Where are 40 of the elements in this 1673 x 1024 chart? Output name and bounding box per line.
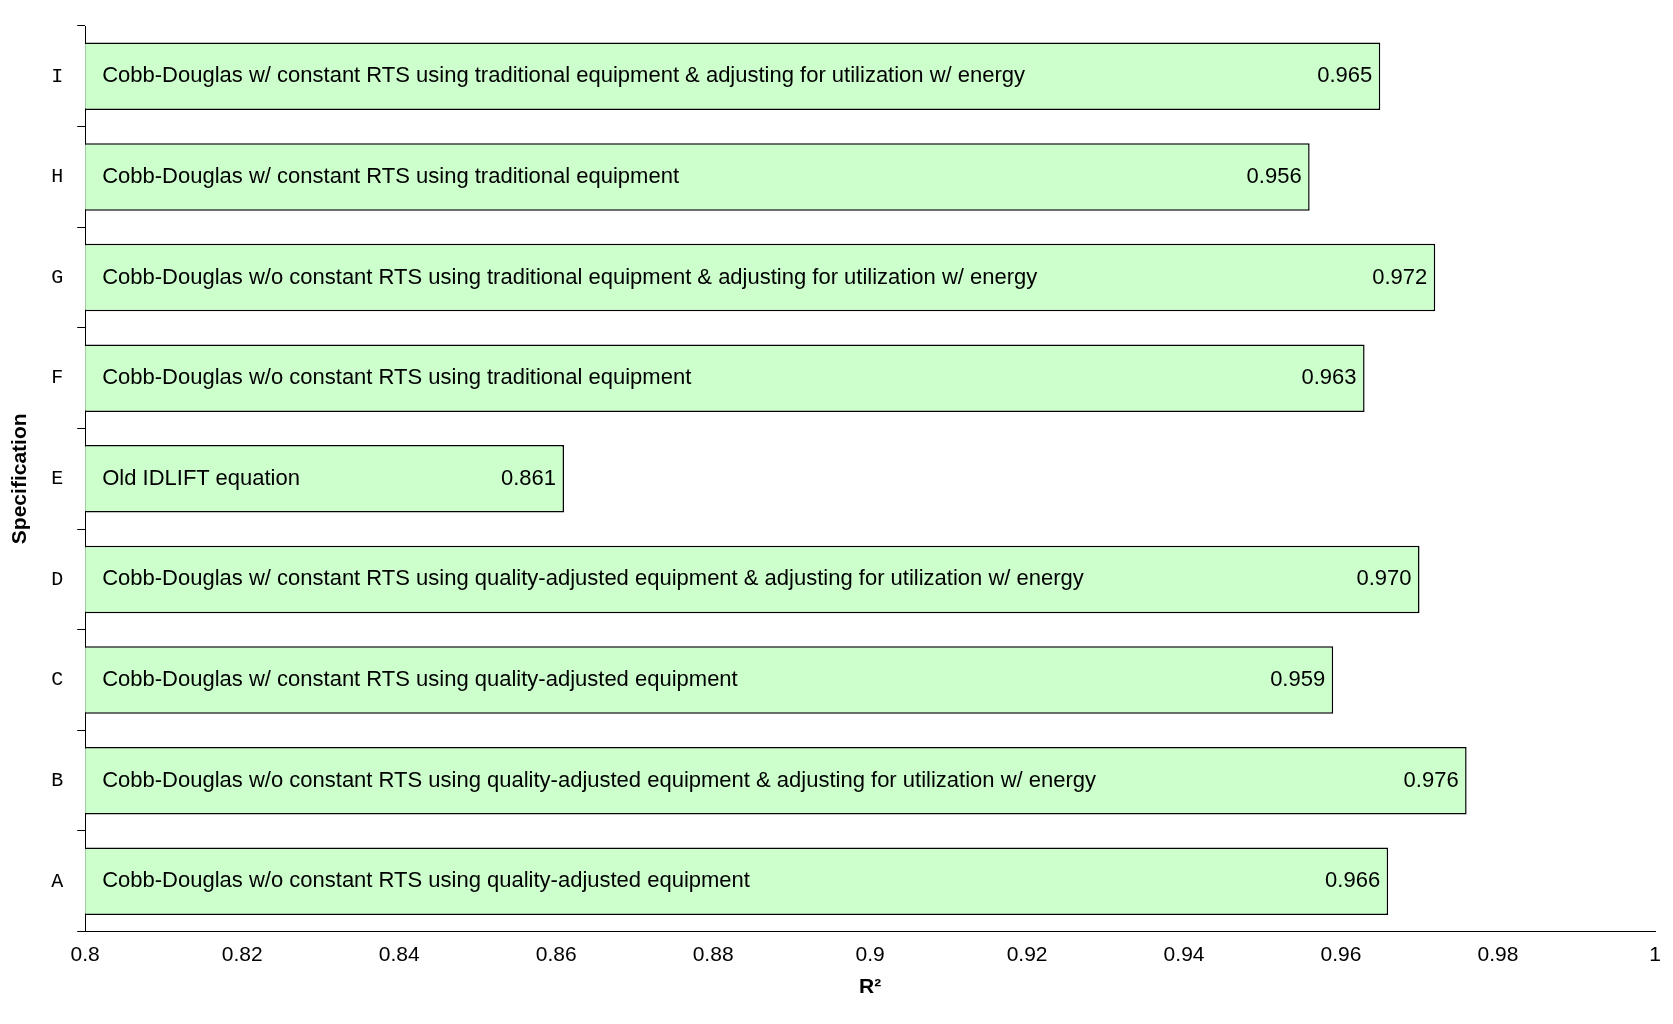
data-label: 0.966 xyxy=(1325,867,1381,893)
annotation: Cobb-Douglas w/ constant RTS using quality-adjusted equipment xyxy=(102,666,738,692)
y-tick-label: A xyxy=(51,869,64,893)
x-tick-label: 0.92 xyxy=(1006,942,1048,965)
y-tick-label: D xyxy=(51,567,64,591)
data-label: 0.956 xyxy=(1246,163,1302,188)
data-label: 0.965 xyxy=(1317,62,1373,88)
annotation: Cobb-Douglas w/ constant RTS using quality-adjusted equipment & adjusting for utilization w/ energy xyxy=(102,565,1084,591)
y-tick-label: I xyxy=(51,64,64,88)
annotation: Cobb-Douglas w/o constant RTS using traditional equipment & adjusting for utilization w/ energy xyxy=(102,263,1038,289)
annotation: Cobb-Douglas w/ constant RTS using traditional equipment xyxy=(102,163,680,188)
x-axis-title: R² xyxy=(859,974,882,998)
x-tick-label: 0.8 xyxy=(70,942,100,965)
x-tick-label: 0.96 xyxy=(1320,942,1362,965)
annotation: Cobb-Douglas w/o constant RTS using traditional equipment xyxy=(102,364,692,390)
annotation: Cobb-Douglas w/ constant RTS using traditional equipment & adjusting for utilization w/ energy xyxy=(102,62,1026,88)
y-axis-title: Specification xyxy=(7,413,31,545)
y-tick-label: G xyxy=(51,265,64,289)
y-tick-label: C xyxy=(51,668,64,692)
y-tick-label: B xyxy=(51,768,64,792)
data-label: 0.970 xyxy=(1356,565,1412,591)
x-tick-label: 0.82 xyxy=(221,942,263,965)
annotation: Old IDLIFT equation xyxy=(102,464,300,490)
data-label: 0.972 xyxy=(1372,263,1428,289)
data-label: 0.976 xyxy=(1403,766,1459,792)
x-tick-label: 0.86 xyxy=(535,942,577,965)
data-label: 0.959 xyxy=(1270,666,1326,692)
x-tick-label: 0.94 xyxy=(1163,942,1205,965)
x-tick-label: 0.9 xyxy=(855,942,885,965)
data-label: 0.861 xyxy=(500,464,556,490)
x-tick-label: 0.88 xyxy=(692,942,734,965)
y-tick-label: F xyxy=(51,366,64,390)
annotation: Cobb-Douglas w/o constant RTS using quality-adjusted equipment & adjusting for utilization w/ energy xyxy=(102,766,1097,792)
x-tick-label: 0.98 xyxy=(1477,942,1519,965)
x-tick-label: 1 xyxy=(1649,942,1661,965)
y-tick-label: H xyxy=(51,165,64,189)
annotation: Cobb-Douglas w/o constant RTS using quality-adjusted equipment xyxy=(102,867,750,893)
y-tick-label: E xyxy=(51,467,64,491)
x-tick-label: 0.84 xyxy=(378,942,420,965)
data-label: 0.963 xyxy=(1301,364,1357,390)
